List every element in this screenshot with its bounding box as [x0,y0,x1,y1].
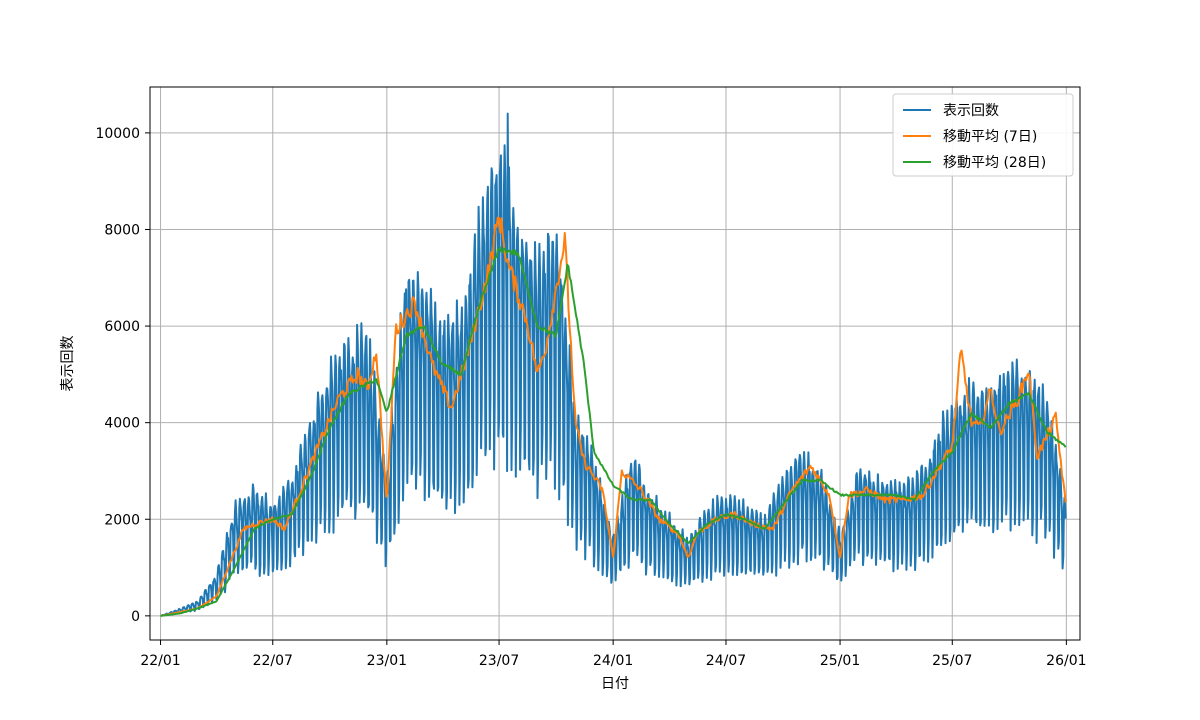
grid-lines [150,87,1080,640]
series-line-1 [160,112,1067,617]
y-tick-label: 4000 [104,416,140,432]
x-tick-label: 22/01 [140,653,180,669]
y-tick-label: 10000 [95,126,140,142]
y-axis-label: 表示回数 [60,336,76,392]
y-tick-label: 8000 [104,222,140,238]
x-axis-label: 日付 [601,676,629,692]
legend-label: 移動平均 (7日) [943,129,1037,145]
series-line-2 [160,216,1067,617]
x-tick-label: 23/01 [367,653,407,669]
x-tick-label: 25/07 [932,653,972,669]
x-tick-label: 25/01 [820,653,860,669]
x-tick-label: 23/07 [479,653,519,669]
x-tick-label: 24/07 [706,653,746,669]
plot-area-frame [149,86,1081,641]
y-tick-label: 6000 [104,319,140,335]
x-tick-label: 22/07 [253,653,293,669]
legend-box [892,93,1074,177]
legend-label: 移動平均 (28日) [943,155,1046,171]
axis-ticks: 22/01 22/07 23/01 23/07 24/01 24/07 25/01 25/07… [95,126,1086,669]
series-line-3 [160,246,1067,617]
y-tick-label: 2000 [104,512,140,528]
y-tick-label: 0 [131,609,140,625]
series-lines [160,112,1067,617]
legend-label: 表示回数 [943,103,999,119]
x-tick-label: 26/01 [1046,653,1086,669]
x-tick-label: 24/01 [593,653,633,669]
